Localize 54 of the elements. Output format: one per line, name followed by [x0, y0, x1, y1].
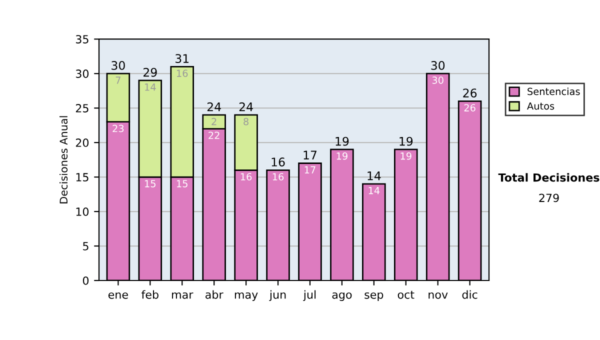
total-label: 19: [336, 136, 349, 146]
data-label: 16: [240, 173, 252, 180]
data-label: 2: [212, 118, 216, 126]
x-tick-label: sep: [364, 292, 384, 301]
data-label: 30: [432, 76, 444, 84]
x-tick-label: abr: [206, 290, 224, 299]
y-tick-label: 35: [76, 35, 88, 44]
data-label: 16: [176, 70, 188, 77]
total-label: 29: [144, 68, 157, 77]
total-label: 26: [463, 88, 477, 98]
y-tick-label: 15: [76, 173, 88, 182]
total-label: 24: [239, 102, 253, 112]
legend-label: Autos: [527, 102, 554, 110]
data-label: 19: [400, 152, 412, 160]
total-label: 24: [207, 102, 221, 112]
total-label: 31: [176, 54, 189, 64]
x-tick-label: jun: [269, 290, 286, 301]
x-tick-label: nov: [428, 292, 448, 299]
data-label: 17: [304, 166, 316, 174]
x-tick-label: may: [234, 292, 258, 301]
y-tick-label: 20: [76, 138, 89, 147]
text: Total Decisiones: [498, 173, 600, 182]
x-tick-label: ago: [332, 292, 352, 301]
data-label: 19: [336, 152, 348, 160]
data-label: 23: [112, 124, 124, 132]
data-label: 22: [208, 132, 220, 139]
x-tick-label: ene: [108, 292, 128, 299]
total-label: 14: [368, 172, 381, 180]
y-tick-label: 10: [76, 208, 89, 216]
y-axis-title: Decisiones Anual: [60, 116, 68, 204]
y-tick-label: 5: [83, 242, 88, 250]
text: 279: [539, 194, 559, 202]
data-label: 7: [116, 76, 120, 84]
y-tick-label: 0: [82, 276, 89, 285]
data-label: 14: [145, 84, 156, 91]
total-label: 19: [400, 136, 413, 146]
data-label: 26: [464, 104, 476, 112]
y-tick-label: 25: [76, 104, 88, 112]
total-label: 17: [304, 150, 316, 160]
data-label: 15: [145, 180, 156, 188]
total-label: 16: [272, 158, 285, 166]
data-label: 14: [368, 187, 380, 194]
legend-label: Sentencias: [528, 88, 580, 96]
data-label: 16: [272, 173, 284, 180]
x-tick-label: feb: [142, 290, 158, 299]
x-tick-label: dic: [462, 290, 478, 299]
x-tick-label: mar: [172, 292, 194, 299]
x-tick-label: jul: [303, 290, 316, 301]
total-label: 30: [431, 60, 445, 70]
y-tick-label: 30: [76, 70, 89, 78]
x-tick-label: oct: [398, 290, 414, 299]
total-label: 30: [112, 60, 125, 70]
data-label: 8: [244, 118, 248, 126]
data-label: 15: [176, 180, 188, 188]
